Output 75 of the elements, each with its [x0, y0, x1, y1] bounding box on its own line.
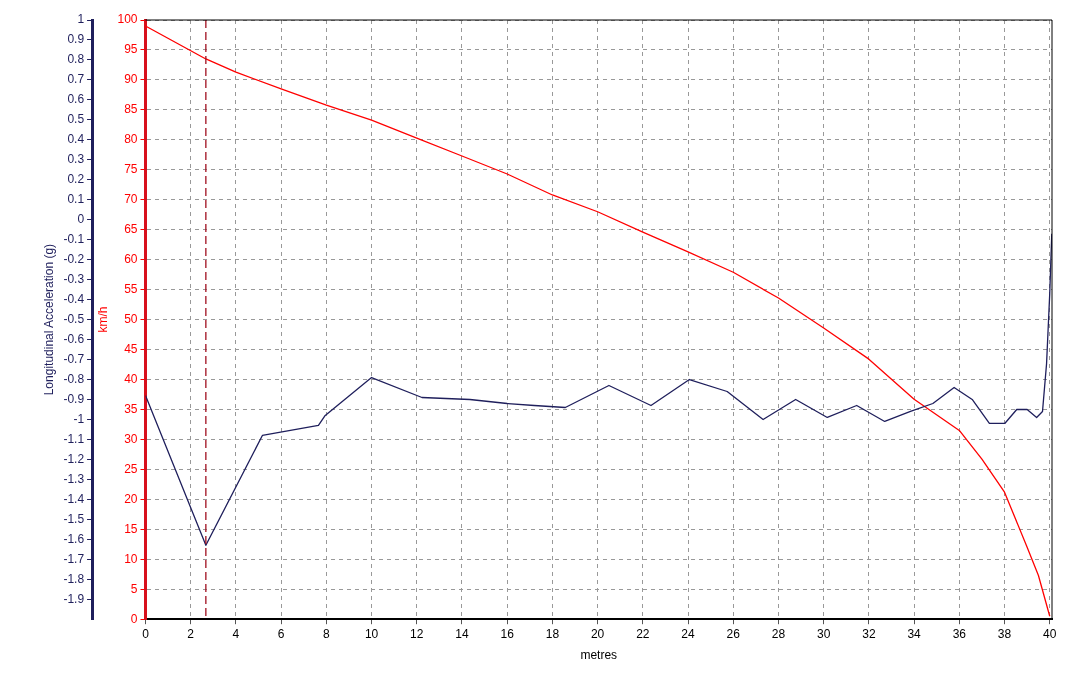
y-tick-label: -0.8	[63, 371, 85, 386]
y-tick-label: -1.4	[63, 491, 85, 506]
y-tick-label: 0.3	[67, 152, 85, 167]
y-tick-label: -1.6	[63, 531, 85, 546]
y-tick-label: -1.1	[63, 431, 85, 446]
y-tick-label: 0.2	[67, 172, 85, 187]
y2-tick-label: 25	[124, 461, 138, 476]
y2-tick-label: 10	[124, 551, 138, 566]
y-tick-label: -1.3	[63, 471, 85, 486]
y2-tick-label: 35	[124, 401, 138, 416]
x-tick-label: 36	[952, 626, 967, 641]
x-tick-label: 22	[636, 626, 650, 641]
y-tick-label: -0.2	[63, 251, 85, 266]
x-tick-label: 28	[771, 626, 786, 641]
x-tick-label: 16	[500, 626, 515, 641]
y-tick-label: 0	[77, 212, 85, 227]
y-tick-label: 0.1	[67, 192, 85, 207]
y-tick-label: -1.9	[63, 591, 85, 606]
y-tick-label: -0.3	[63, 271, 85, 286]
x-tick-label: 18	[545, 626, 560, 641]
y2-tick-label: 40	[124, 371, 138, 386]
x-tick-label: 2	[187, 626, 195, 641]
x-tick-label: 40	[1043, 626, 1057, 641]
y2-tick-label: 50	[124, 311, 138, 326]
x-tick-label: 0	[142, 626, 150, 641]
y-tick-label: -1	[73, 411, 85, 426]
y-tick-label: -0.5	[63, 311, 85, 326]
y2-tick-label: 75	[124, 162, 138, 177]
y-tick-label: 0.4	[67, 132, 85, 147]
x-tick-label: 6	[277, 626, 285, 641]
x-tick-label: 8	[323, 626, 330, 641]
y2-tick-label: 70	[124, 192, 138, 207]
x-tick-label: 20	[590, 626, 605, 641]
x-axis-title: metres	[580, 648, 618, 663]
y2-tick-label: 95	[124, 42, 138, 57]
y2-tick-label: 15	[124, 521, 138, 536]
y-tick-label: -1.7	[63, 551, 85, 566]
y-tick-label: -0.4	[63, 291, 85, 306]
x-tick-label: 14	[455, 626, 469, 641]
y2-tick-label: 80	[124, 132, 138, 147]
x-tick-label: 12	[410, 626, 424, 641]
y2-tick-label: 100	[117, 12, 138, 27]
y-tick-label: 0.7	[67, 72, 85, 87]
y2-tick-label: 0	[130, 611, 138, 626]
y2-tick-label: 20	[124, 491, 138, 506]
y-tick-label: -1.8	[63, 571, 85, 586]
y2-tick-label: 90	[124, 72, 138, 87]
y2-tick-label: 30	[124, 431, 138, 446]
y-tick-label: -0.6	[63, 331, 85, 346]
x-tick-label: 38	[997, 626, 1012, 641]
x-tick-label: 24	[681, 626, 696, 641]
y2-tick-label: 5	[130, 581, 138, 596]
x-tick-label: 26	[726, 626, 741, 641]
y-tick-label: 0.8	[67, 52, 85, 67]
x-tick-label: 4	[232, 626, 240, 641]
y2-tick-label: 45	[124, 341, 138, 356]
x-tick-label: 10	[364, 626, 379, 641]
y2-tick-label: 60	[124, 251, 138, 266]
x-tick-label: 30	[817, 626, 831, 641]
y-tick-label: 0.9	[67, 32, 85, 47]
y2-axis-title: km/h	[95, 306, 110, 333]
y-tick-label: -0.7	[63, 351, 85, 366]
y2-tick-label: 65	[124, 222, 138, 237]
y-axis-title: Longitudinal Acceleration (g)	[41, 243, 56, 396]
y-tick-label: -0.9	[63, 391, 85, 406]
y-tick-label: -1.5	[63, 511, 85, 526]
y-tick-label: 1	[77, 12, 85, 27]
x-tick-label: 32	[862, 626, 876, 641]
y-tick-label: 0.5	[67, 112, 85, 127]
y-tick-label: 0.6	[67, 92, 85, 107]
y-tick-label: -1.2	[63, 451, 85, 466]
y2-tick-label: 85	[124, 102, 138, 117]
y2-tick-label: 55	[124, 281, 138, 296]
y-tick-label: -0.1	[63, 232, 85, 247]
x-tick-label: 34	[907, 626, 922, 641]
